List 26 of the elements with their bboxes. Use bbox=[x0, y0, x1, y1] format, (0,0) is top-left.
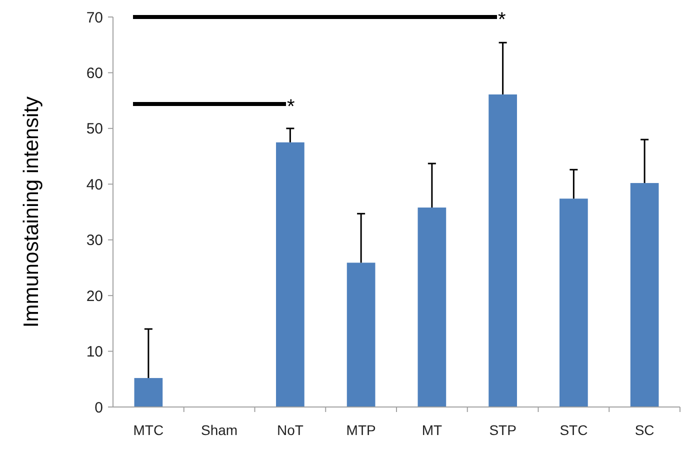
annotation: * bbox=[498, 9, 506, 31]
bar bbox=[560, 198, 588, 407]
y-tick-label: 10 bbox=[86, 344, 103, 361]
bar bbox=[630, 183, 659, 407]
x-tick-label: STC bbox=[560, 422, 588, 438]
bar bbox=[346, 262, 376, 407]
y-tick-label: 30 bbox=[86, 232, 103, 250]
x-tick-label: Sham bbox=[201, 422, 238, 438]
y-axis-title: Immunostaining intensity bbox=[20, 96, 43, 328]
x-tick-label: SC bbox=[634, 422, 654, 438]
bar bbox=[134, 378, 163, 407]
x-tick-label: STP bbox=[489, 422, 516, 438]
x-tick-label: MT bbox=[422, 422, 442, 438]
x-tick-label: NoT bbox=[276, 422, 304, 438]
y-tick-label: 70 bbox=[86, 9, 103, 26]
bar bbox=[488, 94, 517, 407]
bar bbox=[418, 208, 446, 407]
y-tick-label: 50 bbox=[86, 120, 103, 138]
y-tick-label: 20 bbox=[86, 288, 103, 305]
y-tick-label: 60 bbox=[86, 64, 103, 82]
bar bbox=[276, 142, 304, 407]
y-tick-label: 40 bbox=[86, 176, 103, 194]
annotation: * bbox=[287, 96, 295, 118]
x-tick-label: MTC bbox=[133, 422, 164, 438]
y-tick-label: 0 bbox=[94, 399, 103, 416]
x-tick-label: MTP bbox=[346, 422, 376, 438]
